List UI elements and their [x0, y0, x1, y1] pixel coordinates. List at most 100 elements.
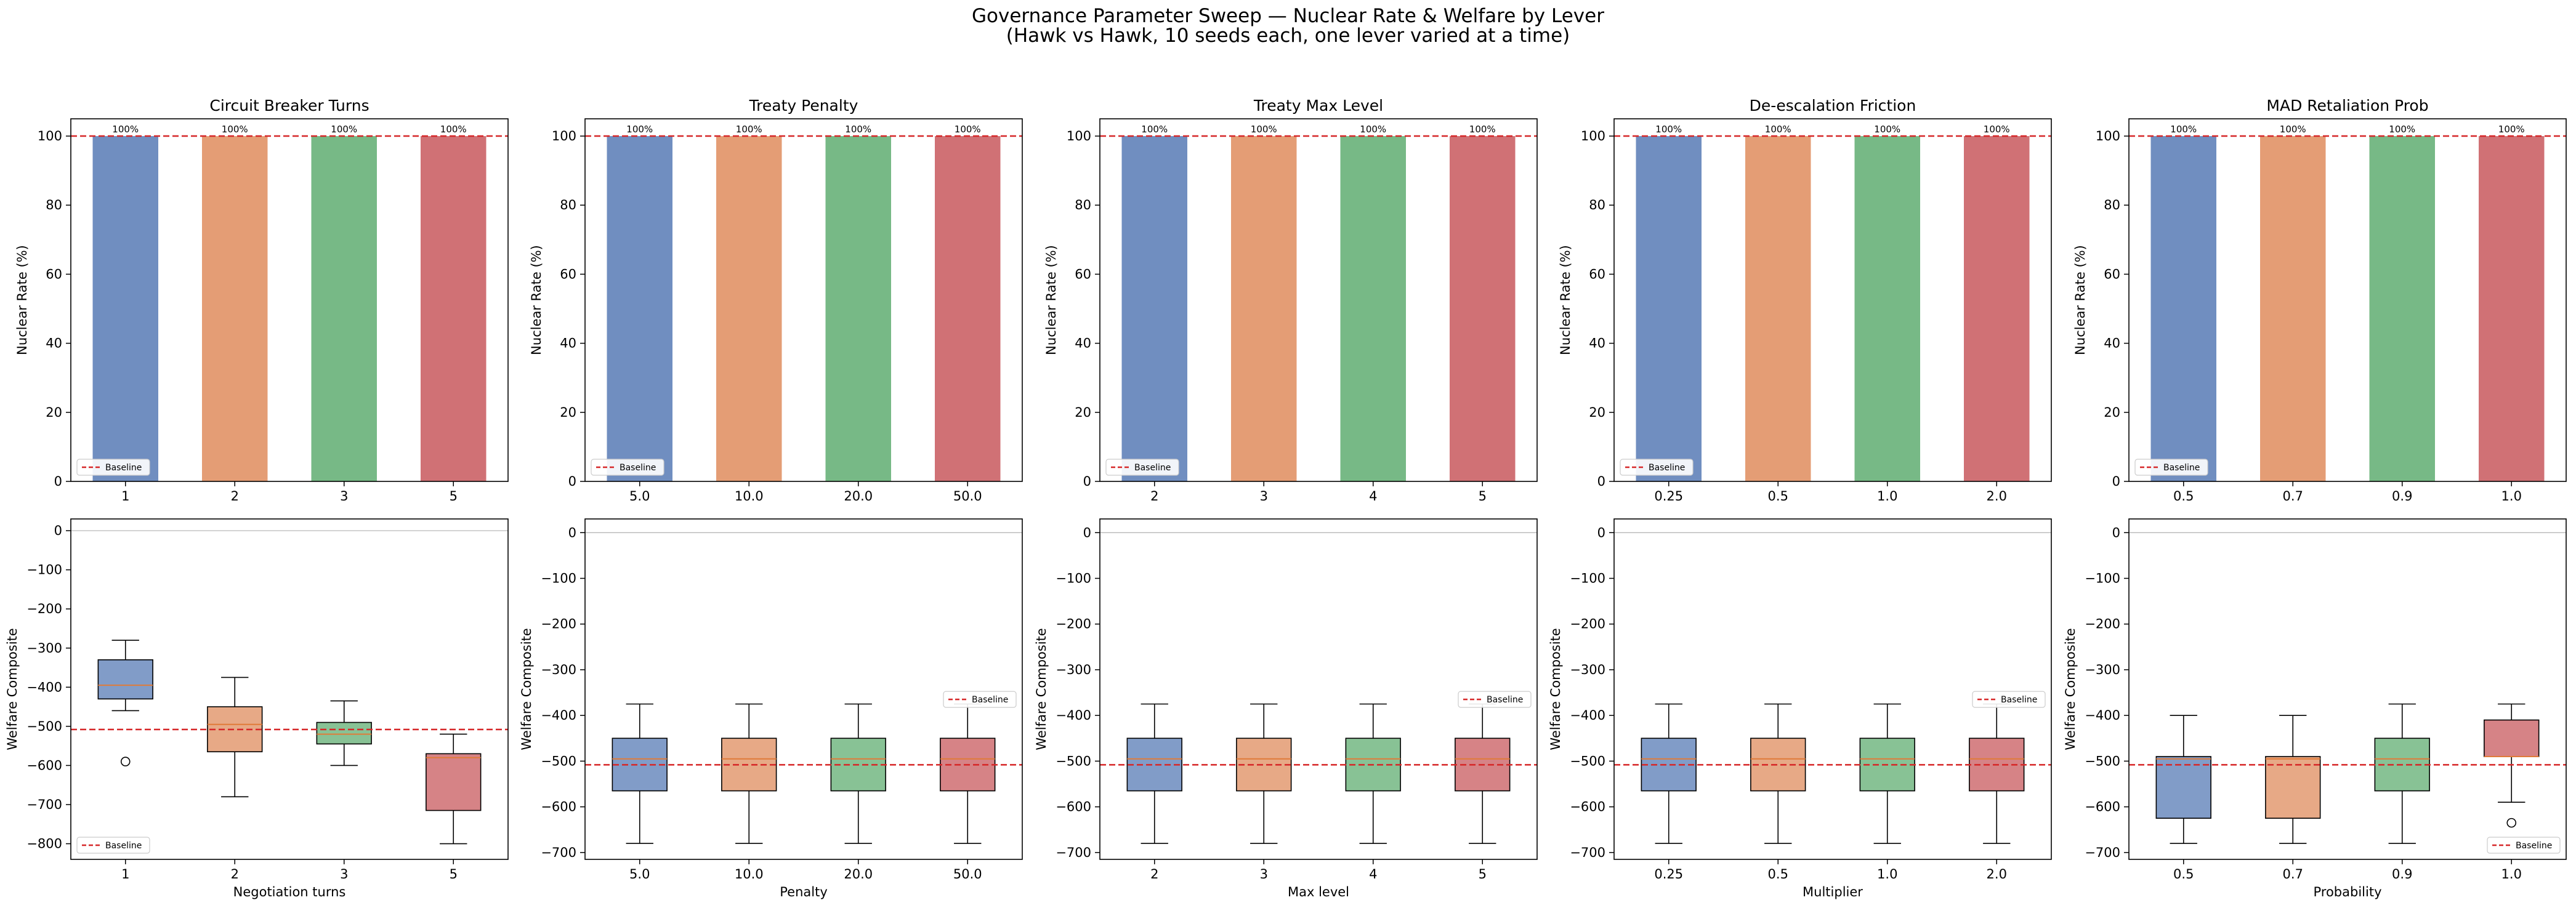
bar: [1745, 136, 1811, 482]
y-tick-label: −300: [2085, 662, 2120, 677]
x-axis-label: Probability: [2313, 885, 2381, 899]
y-axis-label: Welfare Composite: [1034, 628, 1049, 750]
bar-value-label: 100%: [2498, 124, 2525, 135]
legend: Baseline: [1458, 691, 1532, 708]
box: [316, 721, 372, 745]
bar-value-label: 100%: [331, 124, 357, 135]
legend-box: [591, 459, 664, 476]
legend: Baseline: [943, 691, 1017, 708]
y-tick-label: −700: [541, 845, 576, 860]
legend-box: [1620, 459, 1694, 476]
y-tick-label: 0: [54, 474, 62, 489]
x-axis-label: Penalty: [780, 885, 828, 899]
y-tick-label: 80: [1589, 198, 1605, 212]
legend-label: Baseline: [1487, 695, 1523, 705]
y-tick-label: 0: [54, 523, 62, 538]
y-axis-label: Welfare Composite: [5, 628, 20, 750]
bar-value-label: 100%: [1141, 124, 1168, 135]
panel-title: Treaty Penalty: [749, 97, 858, 115]
legend-label: Baseline: [2516, 841, 2552, 851]
box: [426, 753, 482, 811]
bar-value-label: 100%: [2170, 124, 2197, 135]
legend-label: Baseline: [2001, 695, 2037, 705]
bar-value-label: 100%: [1469, 124, 1496, 135]
plot-frame: [1099, 118, 1538, 482]
bar: [1340, 136, 1406, 482]
bar: [1231, 136, 1297, 482]
y-tick-label: −300: [541, 662, 576, 677]
y-tick-label: −500: [2085, 753, 2120, 768]
x-tick-label: 2: [231, 489, 239, 504]
x-tick-label: 4: [1369, 489, 1377, 504]
x-tick-label: 1.0: [1877, 489, 1897, 504]
y-tick-label: −200: [2085, 617, 2120, 632]
figure-title-line-2: (Hawk vs Hawk, 10 seeds each, one lever …: [1006, 25, 1570, 47]
x-tick-label: 5: [1479, 489, 1487, 504]
legend: Baseline: [1972, 691, 2046, 708]
x-tick-label: 3: [1260, 867, 1268, 882]
x-tick-label: 2: [231, 867, 239, 882]
y-tick-label: −600: [1056, 800, 1091, 814]
y-tick-label: −600: [26, 758, 62, 773]
x-tick-label: 3: [340, 867, 348, 882]
x-tick-label: 20.0: [844, 489, 873, 504]
x-tick-label: 1.0: [2501, 489, 2522, 504]
y-tick-label: 100: [1067, 129, 1091, 143]
x-tick-label: 0.5: [1768, 489, 1788, 504]
bar: [716, 136, 782, 482]
y-tick-label: −400: [1570, 708, 1605, 723]
legend-box: [1972, 691, 2046, 708]
bar-value-label: 100%: [112, 124, 139, 135]
welfare-panel-1: 0 −100 −200 −300 −400 −500 −600 −700 −800 1 2 3 5 Neg…: [5, 518, 509, 899]
legend-box: [1458, 691, 1532, 708]
y-tick-label: 40: [46, 336, 62, 351]
welfare-panel-4: 0 −100 −200 −300 −400 −500 −600 −700 0.25 0.5 1.0 2…: [1548, 518, 2052, 899]
legend: Baseline: [76, 459, 150, 476]
bar-value-label: 100%: [222, 124, 248, 135]
x-tick-label: 0.5: [2173, 867, 2194, 882]
y-tick-label: −200: [1056, 617, 1091, 632]
x-tick-label: 5.0: [629, 489, 650, 504]
plot-area: [1614, 519, 2051, 859]
bar-value-label: 100%: [2389, 124, 2415, 135]
bar-value-label: 100%: [1360, 124, 1386, 135]
panel-title: MAD Retaliation Prob: [2266, 97, 2428, 115]
y-tick-label: −500: [1570, 753, 1605, 768]
bar: [421, 136, 487, 482]
bar: [607, 136, 672, 482]
bar: [2150, 136, 2216, 482]
nuclear-rate-panel-3: 0 20 40 60 80 100 100% 100% 100% 100% 2 3 4 5 Treaty M…: [1044, 97, 1538, 504]
bar: [311, 136, 377, 482]
bar: [1964, 136, 2030, 482]
y-tick-label: −400: [1056, 708, 1091, 723]
y-tick-label: −700: [1056, 845, 1091, 860]
y-tick-label: 0: [568, 474, 576, 489]
box: [207, 706, 263, 753]
legend: Baseline: [591, 459, 664, 476]
x-tick-label: 0.9: [2392, 867, 2412, 882]
box: [612, 737, 668, 792]
x-tick-label: 0.5: [1768, 867, 1788, 882]
outlier-point: [120, 757, 131, 766]
x-tick-label: 0.7: [2283, 489, 2303, 504]
bar-value-label: 100%: [1655, 124, 1682, 135]
figure-title-line-1: Governance Parameter Sweep — Nuclear Rat…: [972, 5, 1604, 27]
nuclear-rate-panel-4: 0 20 40 60 80 100 100% 100% 100% 100% 0.25 0.5 1.0 2.…: [1558, 97, 2052, 504]
x-tick-label: 10.0: [735, 489, 764, 504]
y-tick-label: −300: [26, 641, 62, 656]
x-tick-label: 3: [340, 489, 348, 504]
y-tick-label: 60: [1075, 267, 1091, 281]
legend-label: Baseline: [105, 463, 142, 473]
x-tick-label: 50.0: [953, 867, 982, 882]
y-tick-label: 60: [560, 267, 576, 281]
y-tick-label: −200: [1570, 617, 1605, 632]
y-tick-label: 100: [2096, 129, 2120, 143]
y-tick-label: −200: [26, 601, 62, 616]
legend-label: Baseline: [620, 463, 656, 473]
y-tick-label: −800: [26, 837, 62, 851]
y-tick-label: 100: [38, 129, 62, 143]
y-tick-label: −400: [2085, 708, 2120, 723]
plot-frame: [1613, 118, 2052, 482]
legend-box: [2487, 837, 2561, 854]
legend-box: [2134, 459, 2208, 476]
